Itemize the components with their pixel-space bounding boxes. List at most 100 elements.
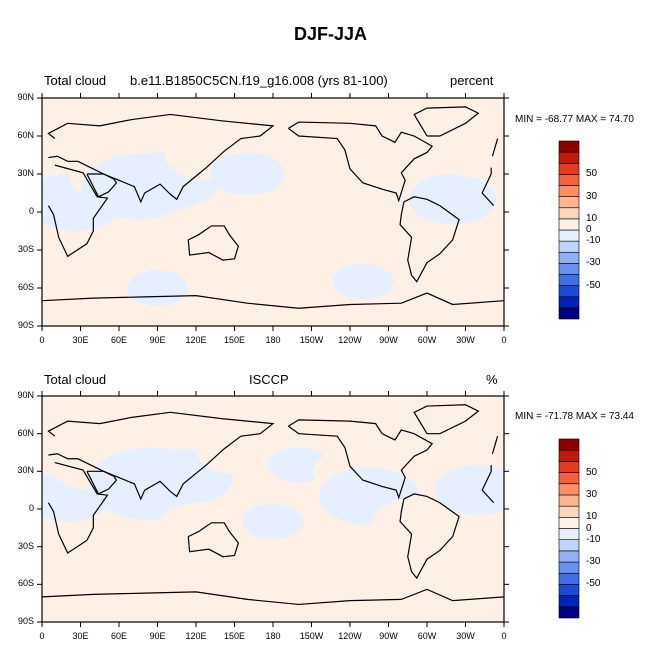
lat-tick-label: 90S (17, 320, 34, 330)
colorbar-swatch (558, 162, 580, 175)
lon-tick-label: 180 (265, 631, 281, 641)
colorbar-swatch (558, 196, 580, 209)
lat-tick-label: 60S (17, 578, 34, 589)
colorbar-swatch (558, 461, 580, 473)
lon-tick-label: 150E (223, 631, 246, 641)
anomaly-blob-10 (370, 495, 484, 561)
colorbar-swatch (558, 251, 580, 264)
colorbar-swatch (558, 572, 580, 585)
colorbar-label: 0 (586, 522, 592, 534)
lon-tick-label: 120E (185, 631, 207, 641)
colorbar-swatch (558, 151, 580, 164)
lon-tick-label: 90E (149, 631, 166, 641)
colorbar-swatch (558, 174, 580, 186)
coastline-4 (288, 121, 434, 203)
colorbar-swatch (558, 561, 580, 574)
colorbar-label: -30 (586, 556, 601, 568)
lon-tick-label: 30E (72, 335, 89, 345)
coastline-0 (47, 461, 109, 554)
lon-tick-label: 60W (417, 631, 437, 641)
lon-tick-label: 180 (265, 335, 281, 345)
lon-tick-label: 0 (501, 631, 507, 641)
lon-tick-label: 150W (299, 631, 324, 641)
lat-tick-label: 90N (17, 92, 34, 102)
colorbar-label: 0 (586, 224, 592, 235)
lon-tick-label: 120W (338, 335, 362, 345)
panel2-min-max: MIN = -71.78 MAX = 73.44 (515, 411, 634, 422)
colorbar-label: 10 (586, 511, 598, 523)
panel2-title-left: Total cloud (44, 372, 107, 387)
map-panel-1 (37, 93, 509, 331)
anomaly-blob-6 (197, 431, 272, 474)
colorbar-label: 50 (586, 466, 598, 478)
anomaly-blob-14 (126, 270, 189, 306)
colorbar-1 (558, 140, 580, 320)
colorbar-label: -10 (586, 235, 601, 247)
figure-title: DJF-JJA (293, 24, 368, 44)
lat-tick-label: 0 (28, 503, 34, 513)
colorbar-swatch (558, 229, 580, 242)
lat-tick-label: 90N (17, 390, 34, 400)
coastline-4 (288, 419, 434, 500)
colorbar-swatch (558, 517, 580, 529)
lon-tick-label: 120E (185, 335, 207, 345)
colorbar-swatch (558, 140, 580, 153)
colorbar-swatch (558, 483, 580, 496)
colorbar-swatch (558, 274, 580, 286)
coastline-7 (42, 588, 504, 606)
anomaly-blob-5 (152, 501, 266, 567)
anomaly-blob-7 (210, 152, 285, 196)
lat-tick-label: 60N (17, 427, 34, 438)
colorbar-swatch (558, 584, 580, 596)
coastline-3 (187, 522, 240, 558)
lon-tick-label: 90W (379, 631, 398, 641)
coastline-3 (187, 225, 240, 261)
coastline-0 (47, 164, 109, 258)
colorbar-swatch (558, 539, 580, 552)
anomaly-blob-8 (287, 129, 375, 181)
coastlines (42, 404, 504, 606)
colorbar-label: -50 (586, 279, 601, 291)
anomaly-blob-13 (242, 503, 304, 540)
lat-tick-label: 30S (17, 244, 34, 254)
panel2-title-right: % (486, 372, 498, 387)
lat-tick-label: 90S (17, 616, 34, 626)
anomaly-blob-9 (312, 203, 388, 247)
coastline-1 (491, 138, 499, 157)
colorbar-swatch (558, 438, 580, 451)
lon-tick-label: 60E (110, 631, 127, 641)
anomaly-blob-14 (81, 544, 157, 587)
colorbar-label: 30 (586, 190, 598, 202)
coastline-6 (399, 493, 460, 580)
colorbar-swatch (558, 449, 580, 462)
axis-ticks (37, 93, 509, 331)
colorbar-label: -30 (586, 257, 601, 269)
lat-tick-label: 60S (17, 282, 34, 292)
anomaly-field (42, 98, 504, 326)
coastlines (42, 106, 504, 309)
lon-tick-label: 0 (501, 335, 507, 345)
colorbar-swatch (558, 296, 580, 309)
lat-tick-label: 30N (17, 465, 34, 476)
lat-tick-label: 30N (17, 168, 34, 178)
lon-tick-label: 150W (299, 335, 324, 345)
colorbar-swatch (558, 550, 580, 563)
coastline-2 (86, 470, 118, 495)
lat-tick-label: 30S (17, 540, 34, 551)
colorbar-swatch (558, 606, 580, 619)
colorbar-swatch (558, 307, 580, 320)
lon-tick-label: 90W (379, 335, 398, 345)
panel1-title-left: Total cloud (44, 73, 107, 88)
colorbar-label: -10 (586, 533, 601, 545)
coastline-0 (481, 465, 495, 504)
lon-tick-label: 120W (338, 631, 362, 641)
anomaly-blob-12 (434, 465, 504, 516)
coastline-1 (491, 436, 499, 454)
coastline-5 (413, 404, 480, 435)
coastline-5 (413, 106, 480, 137)
lon-tick-label: 0 (39, 335, 45, 345)
colorbar-swatch (558, 472, 580, 485)
lat-tick-label: 0 (28, 206, 34, 216)
colorbar-label: 30 (586, 488, 598, 500)
